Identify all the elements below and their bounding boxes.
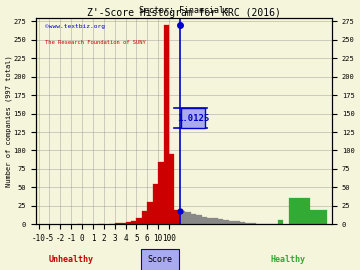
Bar [223, 220, 229, 224]
Text: ©www.textbiz.org: ©www.textbiz.org [45, 24, 105, 29]
Text: Healthy: Healthy [270, 255, 305, 264]
Bar [175, 210, 180, 224]
Text: Score: Score [148, 255, 173, 264]
Text: The Research Foundation of SUNY: The Research Foundation of SUNY [45, 40, 145, 45]
Bar [218, 219, 223, 224]
Bar [169, 154, 175, 224]
Bar [142, 211, 147, 224]
Bar [229, 221, 234, 224]
Bar [136, 218, 142, 224]
Bar [185, 212, 191, 224]
Bar [212, 218, 218, 224]
Text: 1.0125: 1.0125 [177, 113, 209, 123]
Bar [278, 220, 283, 224]
Bar [191, 214, 196, 224]
Bar [120, 223, 126, 224]
Bar [147, 202, 153, 224]
Y-axis label: Number of companies (997 total): Number of companies (997 total) [5, 55, 12, 187]
Bar [310, 210, 327, 224]
Title: Z'-Score Histogram for KRC (2016): Z'-Score Histogram for KRC (2016) [87, 8, 281, 18]
Bar [207, 218, 212, 224]
Bar [196, 215, 202, 224]
Bar [251, 223, 256, 224]
Bar [240, 222, 245, 224]
Bar [163, 25, 169, 224]
Bar [234, 221, 240, 224]
Bar [115, 223, 120, 224]
Text: Unhealthy: Unhealthy [49, 255, 94, 264]
Bar [158, 161, 163, 224]
FancyBboxPatch shape [181, 108, 205, 128]
Bar [245, 223, 251, 224]
Bar [288, 198, 310, 224]
Bar [153, 184, 158, 224]
Bar [131, 221, 136, 224]
Bar [180, 211, 185, 224]
Text: Sector: Financials: Sector: Financials [139, 6, 229, 15]
Bar [126, 222, 131, 224]
Bar [202, 217, 207, 224]
